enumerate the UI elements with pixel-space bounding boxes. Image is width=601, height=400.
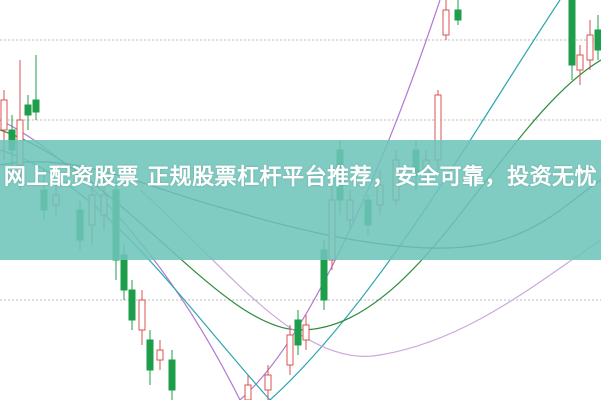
candle-body	[576, 54, 584, 71]
candle-body	[0, 99, 8, 131]
candle-body	[454, 9, 462, 21]
candle-body	[156, 349, 164, 361]
article-title: 网上配资股票 正规股票杠杆平台推荐，安全可靠，投资无忧	[3, 165, 598, 190]
candle-body	[586, 34, 594, 61]
candle-body	[24, 104, 32, 116]
candle-body	[286, 334, 294, 366]
candle-body	[32, 99, 40, 113]
candle-body	[568, 0, 576, 66]
candle-body	[302, 324, 310, 341]
candle-body	[264, 374, 272, 391]
moving-average-line	[139, 189, 601, 357]
title-band	[0, 140, 601, 260]
candle-body	[594, 29, 601, 51]
candle-body	[120, 254, 128, 291]
candle-body	[146, 339, 154, 371]
candle-body	[128, 289, 136, 321]
candle-body	[138, 299, 146, 331]
candle-body	[244, 384, 252, 400]
candle-body	[442, 9, 450, 36]
candle-body	[168, 359, 176, 391]
candle-body	[294, 319, 302, 346]
